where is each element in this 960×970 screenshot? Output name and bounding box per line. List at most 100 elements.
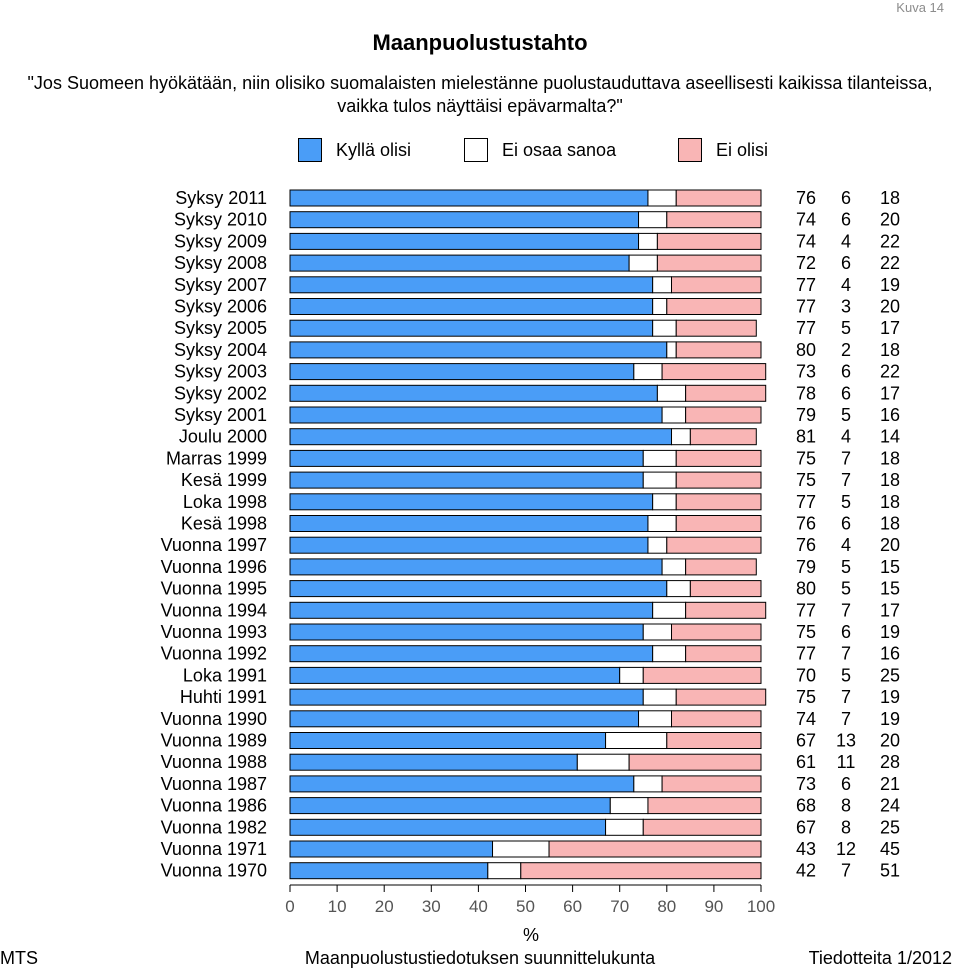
bar-segment-yes [289, 211, 640, 229]
category-label: Vuonna 1970 [161, 861, 267, 881]
data-label-no: 18 [880, 470, 900, 490]
data-label-unsure: 5 [841, 665, 851, 685]
category-label: Vuonna 1993 [161, 622, 267, 642]
data-label-yes: 42 [796, 861, 816, 881]
data-label-unsure: 4 [841, 427, 851, 447]
data-label-no: 18 [880, 188, 900, 208]
data-label-no: 18 [880, 340, 900, 360]
bar-segment-unsure [642, 623, 673, 641]
bar-segment-unsure [638, 710, 673, 728]
x-tick-label: 100 [747, 897, 775, 916]
data-label-unsure: 6 [841, 622, 851, 642]
category-label: Syksy 2004 [174, 340, 267, 360]
category-label: Syksy 2009 [174, 231, 267, 251]
bar-segment-no [666, 732, 762, 749]
data-label-yes: 68 [796, 796, 816, 816]
category-label: Vuonna 1986 [161, 796, 267, 816]
data-label-unsure: 6 [841, 188, 851, 208]
data-label-no: 22 [880, 362, 900, 382]
data-label-unsure: 4 [841, 275, 851, 295]
data-label-no: 19 [880, 709, 900, 729]
x-tick-label: 40 [469, 897, 488, 916]
data-label-yes: 75 [796, 448, 816, 468]
category-label: Vuonna 1992 [161, 644, 267, 664]
data-label-no: 17 [880, 383, 900, 403]
data-label-no: 20 [880, 535, 900, 555]
data-label-no: 20 [880, 297, 900, 317]
data-label-yes: 77 [796, 492, 816, 512]
bar-segment-no [656, 254, 762, 272]
category-label: Syksy 2002 [174, 383, 267, 403]
data-label-unsure: 8 [841, 817, 851, 837]
bar-segment-no [675, 319, 757, 337]
bar-segment-unsure [666, 580, 691, 598]
data-label-unsure: 6 [841, 210, 851, 230]
data-label-yes: 75 [796, 687, 816, 707]
bar-segment-yes [289, 341, 668, 359]
data-label-no: 24 [880, 796, 900, 816]
data-label-unsure: 3 [841, 297, 851, 317]
data-label-yes: 75 [796, 470, 816, 490]
data-label-unsure: 4 [841, 231, 851, 251]
data-label-no: 17 [880, 318, 900, 338]
data-label-yes: 81 [796, 427, 816, 447]
data-label-yes: 67 [796, 731, 816, 751]
bar-segment-unsure [647, 189, 677, 207]
data-label-yes: 74 [796, 709, 816, 729]
category-label: Vuonna 1995 [161, 579, 267, 599]
legend-swatch-yes [298, 138, 322, 162]
category-label: Vuonna 1989 [161, 731, 267, 751]
category-label: Vuonna 1996 [161, 557, 267, 577]
data-label-yes: 79 [796, 405, 816, 425]
bar-segment-unsure [633, 775, 663, 793]
data-label-unsure: 6 [841, 253, 851, 273]
x-tick-label: 20 [375, 897, 394, 916]
data-label-unsure: 5 [841, 579, 851, 599]
data-label-yes: 76 [796, 188, 816, 208]
data-label-yes: 73 [796, 774, 816, 794]
bar-segment-no [675, 688, 767, 706]
category-label: Syksy 2003 [174, 362, 267, 382]
data-label-yes: 78 [796, 383, 816, 403]
data-label-yes: 77 [796, 275, 816, 295]
bar-segment-no [671, 623, 762, 641]
legend-label-yes: Kyllä olisi [336, 139, 412, 160]
category-label: Vuonna 1987 [161, 774, 267, 794]
data-label-unsure: 6 [841, 362, 851, 382]
bar-segment-no [689, 428, 757, 446]
data-label-unsure: 8 [841, 796, 851, 816]
data-label-yes: 75 [796, 622, 816, 642]
bar-segment-no [661, 363, 767, 381]
data-label-no: 18 [880, 448, 900, 468]
data-label-no: 28 [880, 752, 900, 772]
data-label-no: 21 [880, 774, 900, 794]
bar-segment-yes [289, 384, 658, 402]
data-label-unsure: 6 [841, 514, 851, 534]
bar-segment-yes [289, 645, 654, 663]
data-label-no: 22 [880, 253, 900, 273]
bar-segment-unsure [652, 276, 673, 294]
bar-segment-yes [289, 319, 654, 337]
data-label-no: 18 [880, 492, 900, 512]
category-label: Syksy 2008 [174, 253, 267, 273]
bar-segment-no [675, 493, 762, 511]
bar-segment-yes [289, 558, 663, 576]
bar-segment-no [689, 580, 762, 598]
bar-segment-yes [289, 276, 654, 294]
bar-segment-yes [289, 428, 673, 446]
category-label: Kesä 1998 [181, 514, 267, 534]
bar-segment-unsure [652, 601, 687, 619]
category-label: Vuonna 1988 [161, 752, 267, 772]
data-label-unsure: 7 [841, 861, 851, 881]
data-label-unsure: 7 [841, 709, 851, 729]
bar-segment-unsure [638, 232, 658, 250]
data-label-unsure: 7 [841, 687, 851, 707]
bar-segment-yes [289, 601, 654, 619]
data-label-no: 51 [880, 861, 900, 881]
bar-segment-no [685, 601, 767, 619]
bar-segment-no [647, 797, 762, 815]
data-label-no: 18 [880, 514, 900, 534]
data-label-no: 14 [880, 427, 900, 447]
bar-segment-no [520, 862, 762, 880]
bar-segment-no [675, 515, 762, 532]
